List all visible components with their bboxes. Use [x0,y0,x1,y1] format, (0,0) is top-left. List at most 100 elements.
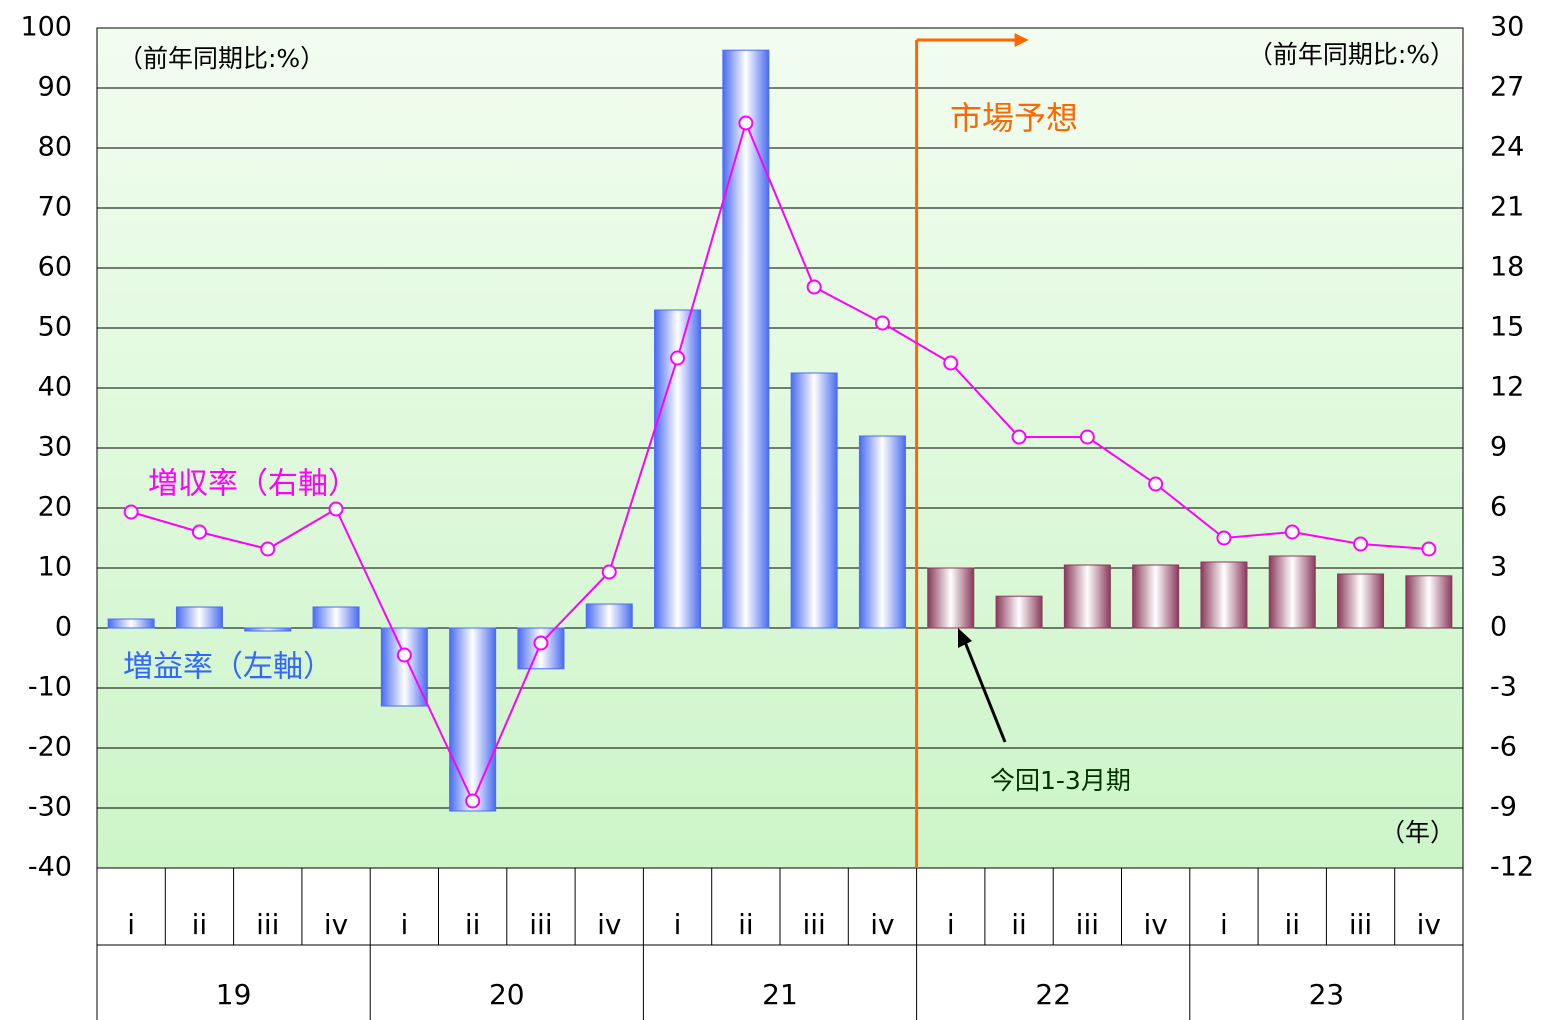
line-marker [1011,429,1027,445]
x-tick-label: ii [1284,908,1300,941]
bar [585,603,633,629]
x-tick-label: i [674,908,682,941]
bar [995,595,1043,629]
bar [1405,575,1453,629]
line-marker [670,350,686,366]
x-tick-label: ii [738,908,754,941]
line-marker [1353,536,1369,552]
y2-tick-label: 6 [1490,492,1507,523]
line-marker [601,564,617,580]
bar [722,49,770,629]
y-tick-label: 10 [38,552,72,583]
bar [858,435,906,629]
y-tick-label: 70 [38,192,72,223]
y2-tick-label: 21 [1490,192,1524,223]
x-tick-label: iv [1143,908,1167,941]
bar [1268,555,1316,629]
line-marker [123,504,139,520]
x-tick-label: i [400,908,408,941]
y2-tick-label: 24 [1490,132,1524,163]
y-tick-label: -10 [28,672,72,703]
x-tick-label: ii [465,908,481,941]
x-tick-label: ii [1011,908,1027,941]
line-marker [943,355,959,371]
year-unit: （年） [1380,818,1455,847]
y2-tick-label: -6 [1490,732,1517,763]
bar [1063,564,1111,629]
x-tick-label: iii [1349,908,1372,941]
bar [244,627,292,632]
y2-tick-label: 3 [1490,552,1507,583]
y2-tick-label: 27 [1490,72,1524,103]
x-tick-label: iv [597,908,621,941]
bar [107,618,155,629]
x-tick-label: iii [802,908,825,941]
y2-tick-label: -9 [1490,792,1517,823]
y-tick-label: -30 [28,792,72,823]
bar [1200,561,1248,629]
line-marker [1079,429,1095,445]
line-marker [191,524,207,540]
group-label: 19 [216,978,252,1011]
y2-tick-label: -12 [1490,852,1534,883]
y2-tick-label: 9 [1490,432,1507,463]
y-tick-label: 80 [38,132,72,163]
line-marker [1421,541,1437,557]
y-tick-label: 30 [38,432,72,463]
y-tick-label: 50 [38,312,72,343]
current-label: 今回1-3月期 [990,766,1131,795]
x-tick-label: iii [529,908,552,941]
y2-tick-label: 18 [1490,252,1524,283]
current-arrowhead [958,628,972,648]
line-marker [533,635,549,651]
bar [380,627,428,707]
bar [1337,573,1385,629]
line-marker [396,647,412,663]
line-marker [328,501,344,517]
bar [175,606,223,629]
x-tick-label: ii [192,908,208,941]
right-unit: （前年同期比:%） [1248,40,1455,69]
line-marker [1216,530,1232,546]
y2-tick-label: 15 [1490,312,1524,343]
x-tick-label: i [947,908,955,941]
group-label: 20 [489,978,525,1011]
bar [790,372,838,629]
y2-tick-label: 30 [1490,12,1524,43]
line-marker [874,315,890,331]
current-arrow [963,641,1007,743]
x-tick-label: i [1220,908,1228,941]
y-tick-label: 40 [38,372,72,403]
bar [312,606,360,629]
left-unit: （前年同期比:%） [118,44,325,73]
line-marker [806,279,822,295]
y-tick-label: 60 [38,252,72,283]
group-label: 23 [1309,978,1345,1011]
x-tick-label: i [127,908,135,941]
x-tick-label: iv [870,908,894,941]
forecast-label: 市場予想 [950,99,1078,137]
x-tick-label: iv [324,908,348,941]
bar [449,627,497,812]
y2-tick-label: 0 [1490,612,1507,643]
x-tick-label: iv [1417,908,1441,941]
bar [927,567,975,629]
y-tick-label: 0 [55,612,72,643]
line-marker [465,793,481,809]
line-marker [1284,524,1300,540]
y-tick-label: 90 [38,72,72,103]
x-tick-label: iii [1076,908,1099,941]
y-tick-label: -40 [28,852,72,883]
y2-tick-label: -3 [1490,672,1517,703]
group-label: 22 [1035,978,1071,1011]
line-marker [260,541,276,557]
forecast-arrowhead [1014,33,1029,47]
line-legend: 増収率（右軸） [148,467,358,502]
bar [1132,564,1180,629]
y-tick-label: -20 [28,732,72,763]
y-tick-label: 100 [20,12,72,43]
y-tick-label: 20 [38,492,72,523]
group-label: 21 [762,978,798,1011]
line-marker [738,115,754,131]
